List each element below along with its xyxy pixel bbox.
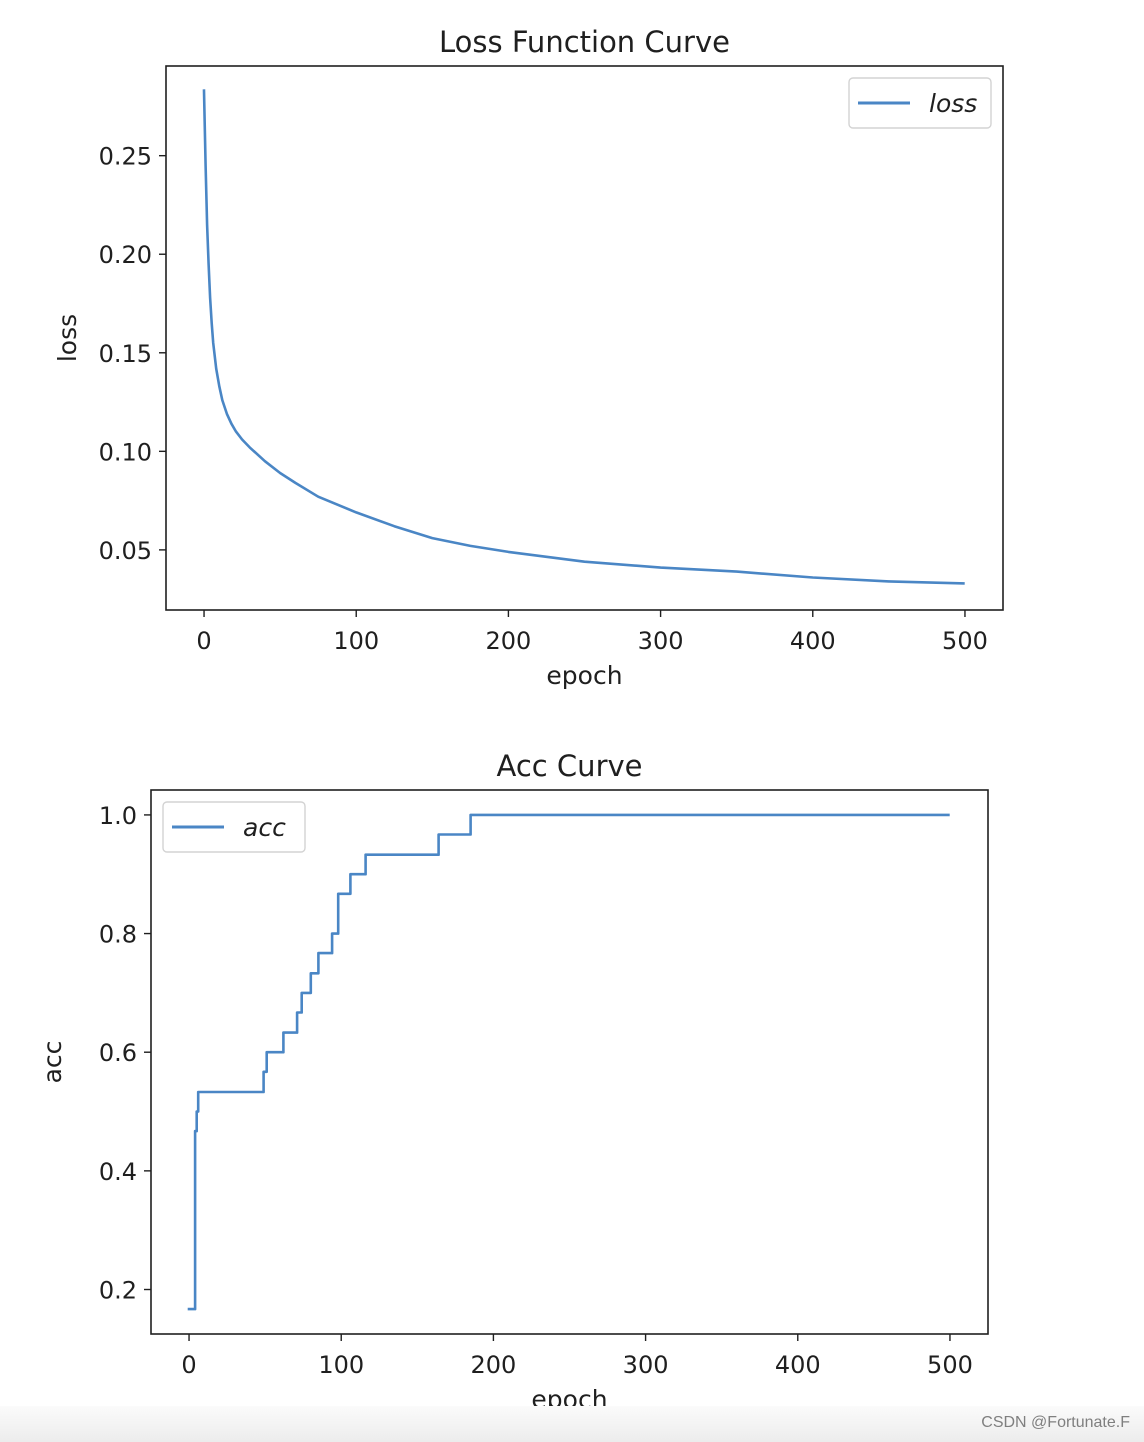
chart-2-xtick-label: 200 xyxy=(471,1351,517,1379)
chart-2-xtick-label: 100 xyxy=(318,1351,364,1379)
chart-1-xtick-label: 200 xyxy=(486,627,532,655)
chart-2-ytick-label: 1.0 xyxy=(99,802,137,830)
watermark: CSDN @Fortunate.F xyxy=(981,1414,1130,1431)
chart-1-xtick-label: 500 xyxy=(942,627,988,655)
chart-1-xtick-label: 0 xyxy=(196,627,211,655)
chart-1-ytick-label: 0.10 xyxy=(99,438,152,466)
chart-2-xtick-label: 0 xyxy=(181,1351,196,1379)
chart-1-legend-box xyxy=(848,77,992,129)
chart-2-xtick-label: 400 xyxy=(775,1351,821,1379)
chart-2-ylabel: acc xyxy=(38,1041,67,1084)
chart-1-series-loss-line xyxy=(202,89,965,585)
chart-1-title: Loss Function Curve xyxy=(439,25,730,59)
chart-2-ytick-label: 0.8 xyxy=(99,921,137,949)
chart-1-ytick-label: 0.20 xyxy=(99,241,152,269)
chart-1-axes-frame xyxy=(165,65,1004,611)
chart-2-xtick-label: 300 xyxy=(623,1351,669,1379)
chart-1-ylabel: loss xyxy=(53,314,82,362)
chart-1-ytick-label: 0.15 xyxy=(99,340,152,368)
bottom-bar xyxy=(0,1406,1144,1442)
chart-1-ytick-label: 0.05 xyxy=(99,537,152,565)
chart-2-title: Acc Curve xyxy=(497,749,643,783)
chart-1-xlabel: epoch xyxy=(546,661,622,690)
chart-2-legend-box xyxy=(162,801,306,853)
chart-2-ytick-label: 0.2 xyxy=(99,1277,137,1305)
chart-1-xtick-label: 300 xyxy=(638,627,684,655)
chart-1-xtick-label: 100 xyxy=(333,627,379,655)
chart-2-ytick-label: 0.4 xyxy=(99,1158,137,1186)
chart-1-legend-label: loss xyxy=(929,89,977,118)
chart-2-series-acc-line xyxy=(187,813,950,1311)
chart-2-axes-frame xyxy=(150,789,989,1335)
chart-2-xtick-label: 500 xyxy=(927,1351,973,1379)
chart-2-ytick-label: 0.6 xyxy=(99,1039,137,1067)
chart-1-ytick-label: 0.25 xyxy=(99,143,152,171)
chart-1-xtick-label: 400 xyxy=(790,627,836,655)
chart-2-legend-label: acc xyxy=(243,813,286,842)
